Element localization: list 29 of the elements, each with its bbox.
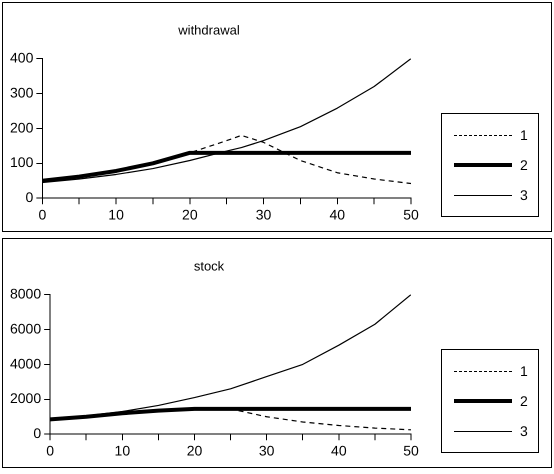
chart-title: withdrawal — [177, 22, 240, 38]
chart-title: stock — [194, 258, 225, 274]
x-tick-label: 10 — [108, 206, 124, 222]
y-tick-label: 6000 — [10, 320, 42, 336]
legend-label: 1 — [520, 363, 528, 379]
y-tick-label: 8000 — [10, 285, 42, 302]
x-tick-label: 50 — [403, 206, 419, 222]
legend-label: 3 — [520, 423, 528, 439]
y-tick-label: 100 — [10, 154, 34, 170]
x-tick-label: 40 — [329, 206, 346, 222]
x-tick-label: 20 — [182, 206, 198, 222]
x-tick-label: 40 — [331, 442, 347, 458]
x-tick-label: 50 — [403, 442, 419, 458]
x-tick-label: 20 — [186, 442, 202, 458]
legend-label: 1 — [520, 127, 528, 143]
y-tick-label: 2000 — [10, 390, 42, 406]
legend-label: 3 — [520, 187, 528, 203]
legend-label: 2 — [520, 393, 528, 409]
y-tick-label: 200 — [10, 119, 34, 136]
y-tick-label: 0 — [26, 189, 34, 206]
x-tick-label: 30 — [258, 442, 275, 458]
y-tick-label: 0 — [33, 425, 42, 442]
legend-label: 2 — [520, 157, 528, 173]
x-tick-label: 10 — [114, 442, 130, 458]
x-tick-label: 30 — [256, 206, 272, 222]
y-tick-label: 4000 — [10, 355, 42, 372]
x-tick-label: 0 — [46, 442, 54, 458]
y-tick-label: 300 — [10, 84, 34, 100]
y-tick-label: 400 — [10, 49, 34, 66]
